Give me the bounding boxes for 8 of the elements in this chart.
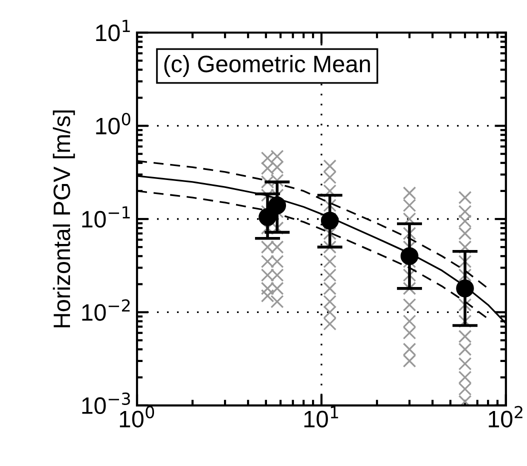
annotation: (c) Geometric Mean [164,54,370,77]
x-tick-label: 10$^{1}$ [304,406,338,428]
x-tick-label: 10$^{2}$ [488,406,522,428]
y-axis-title: Horizontal PGV [m/s] [52,110,75,328]
y-tick-label: 10$^{1}$ [96,20,130,42]
y-tick-label: 10$^{−1}$ [82,206,130,228]
y-tick-label: 10$^{−2}$ [82,299,130,321]
y-tick-label: 10$^{0}$ [96,112,130,134]
